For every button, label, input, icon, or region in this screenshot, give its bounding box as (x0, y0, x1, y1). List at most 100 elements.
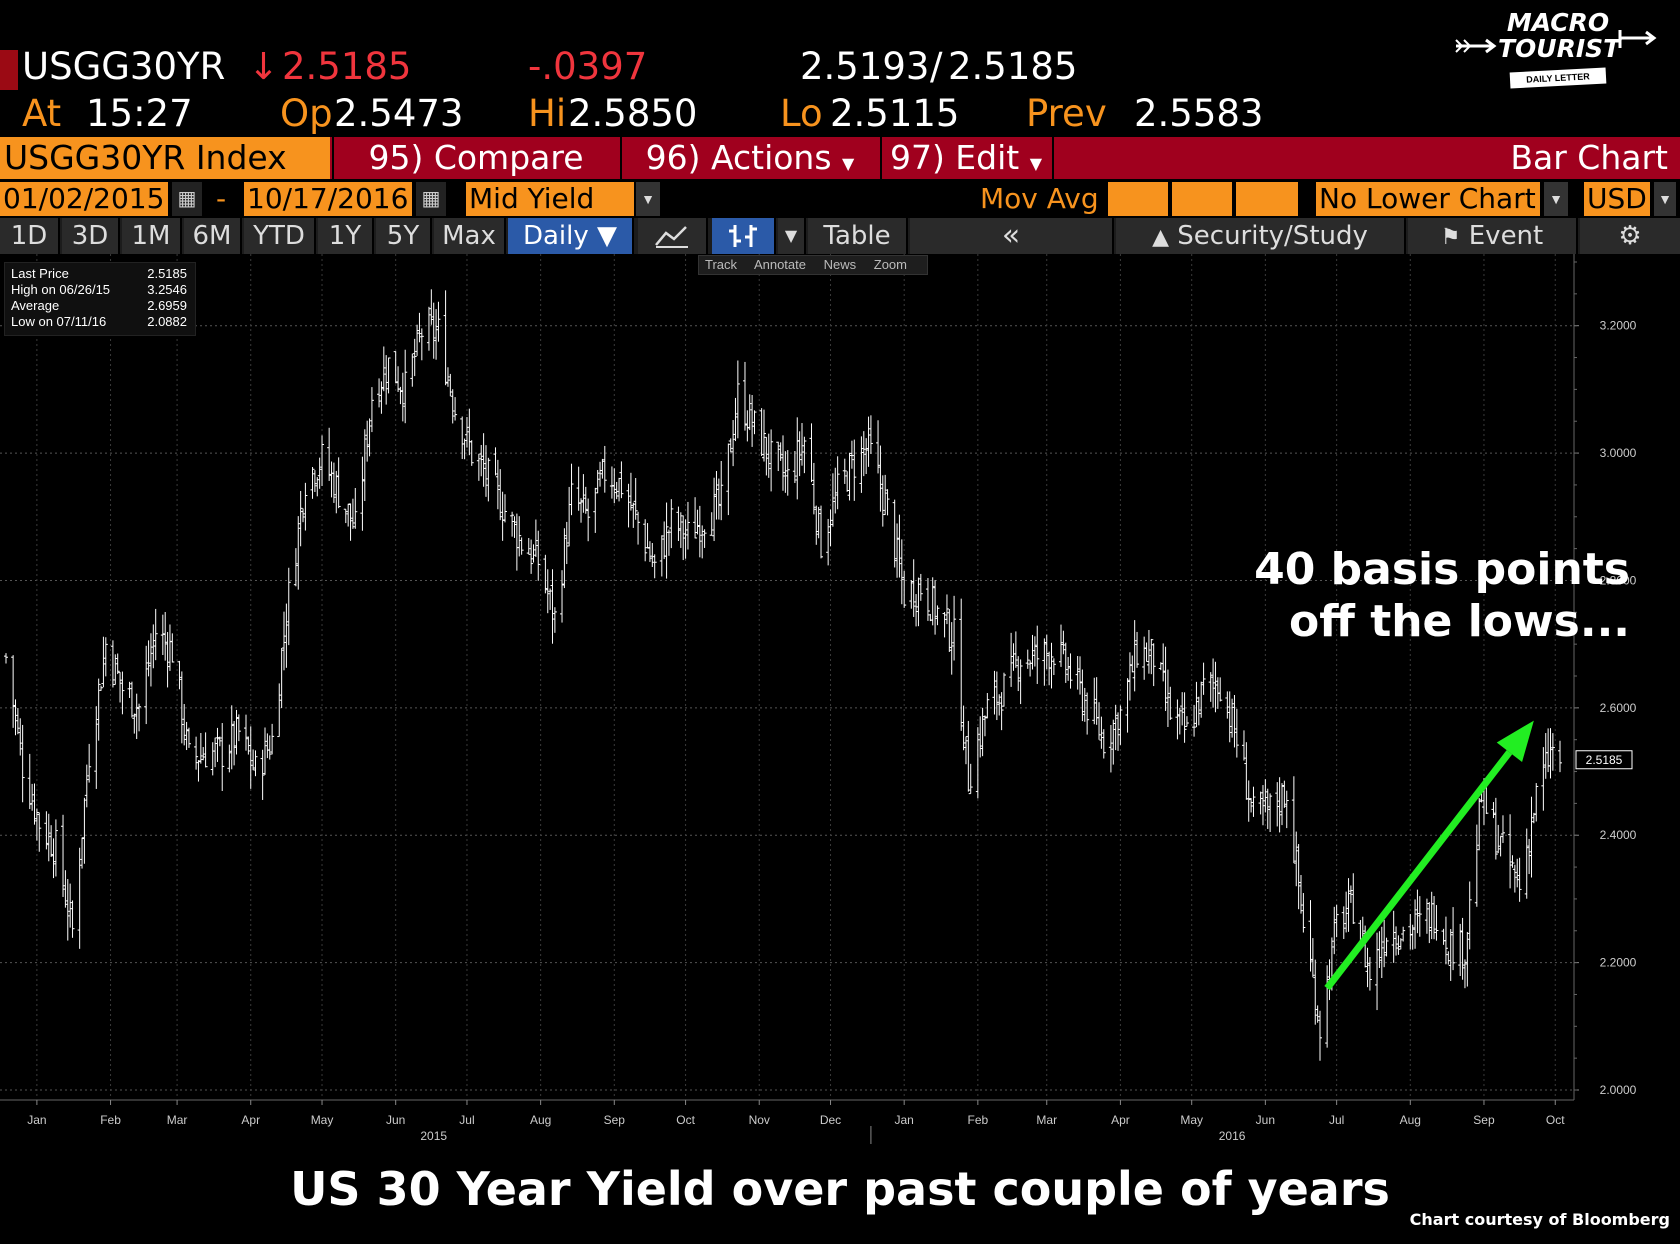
ohlc-bar (783, 451, 788, 493)
ohlc-bar (1367, 957, 1372, 991)
ohlc-bar (952, 595, 957, 661)
gear-icon[interactable]: ⚙ (1580, 218, 1680, 254)
security-study-button[interactable]: ▲ Security/Study (1116, 218, 1406, 254)
mov-avg-field-1[interactable] (1108, 182, 1168, 216)
edit-menu-button[interactable]: 97) Edit ▼ (880, 137, 1050, 179)
security-index-label[interactable]: USGG30YR Index (0, 137, 330, 179)
range-1y[interactable]: 1Y (318, 218, 374, 254)
actions-menu-button[interactable]: 96) Actions ▼ (620, 137, 878, 179)
calendar-icon[interactable]: ▦ (416, 182, 446, 216)
ohlc-bar (1310, 938, 1315, 978)
ohlc-bar (1142, 636, 1147, 680)
ohlc-bar (265, 733, 270, 759)
range-1d[interactable]: 1D (0, 218, 60, 254)
ohlc-bar (1291, 776, 1296, 864)
ohlc-bar (1498, 836, 1503, 857)
zoom-tool[interactable]: Zoom (873, 257, 907, 272)
legend-row: Average 2.6959 (11, 298, 189, 314)
range-6m[interactable]: 6M (184, 218, 242, 254)
range-5y[interactable]: 5Y (376, 218, 432, 254)
ohlc-bar (944, 594, 949, 625)
ohlc-bar (110, 640, 115, 688)
currency-select[interactable]: USD (1584, 182, 1650, 216)
ohlc-bar (1446, 951, 1451, 965)
collapse-icon[interactable]: « (910, 218, 1114, 254)
range-max[interactable]: Max (434, 218, 506, 254)
chart-type-label: Bar Chart (1052, 137, 1680, 179)
ohlc-bar (1101, 729, 1106, 759)
ohlc-bar (1025, 649, 1030, 669)
mov-avg-field-3[interactable] (1236, 182, 1298, 216)
range-ytd[interactable]: YTD (244, 218, 316, 254)
ohlc-bar (236, 714, 241, 742)
ohlc-bar (631, 502, 636, 528)
ohlc-bar (203, 732, 208, 768)
ohlc-bar (1066, 656, 1071, 681)
chart-tools: Track Annotate News Zoom (698, 255, 928, 275)
ohlc-bar (493, 447, 498, 476)
legend-value: 2.5185 (147, 266, 187, 281)
line-chart-icon[interactable] (638, 218, 708, 254)
mov-avg-label: Mov Avg (980, 182, 1099, 215)
ohlc-bar (1429, 891, 1434, 940)
ohlc-bar (310, 467, 315, 499)
range-3d[interactable]: 3D (62, 218, 120, 254)
ohlc-bar (1477, 797, 1482, 851)
ohlc-bar (643, 519, 648, 562)
ohlc-bar (1149, 638, 1154, 675)
chevron-down-icon[interactable]: ▼ (636, 182, 660, 216)
ohlc-bar (1529, 796, 1534, 878)
logo-arrows-icon (1455, 30, 1657, 54)
chevron-down-icon[interactable]: ▼ (1654, 182, 1676, 216)
ohlc-bar (685, 501, 690, 550)
ohlc-bar (253, 750, 258, 777)
ohlc-bar (766, 433, 771, 478)
ohlc-bar (1230, 698, 1235, 738)
low-value: 2.5115 (830, 92, 960, 135)
ohlc-bar (186, 727, 191, 748)
chevron-down-icon[interactable]: ▼ (1544, 182, 1568, 216)
ohlc-bar (4, 653, 8, 664)
field-select[interactable]: Mid Yield (466, 182, 634, 216)
ohlc-bar (567, 486, 572, 547)
compare-button[interactable]: 95) Compare (332, 137, 618, 179)
news-tool[interactable]: News (823, 257, 857, 272)
ohlc-bar (968, 763, 973, 795)
ohlc-bar (880, 475, 885, 527)
chevron-down-icon[interactable]: ▼ (778, 218, 806, 254)
ohlc-bar (445, 367, 450, 387)
event-button[interactable]: ⚑ Event (1408, 218, 1578, 254)
ohlc-bar (847, 452, 852, 501)
calendar-icon[interactable]: ▦ (172, 182, 202, 216)
ohlc-bar (681, 515, 686, 561)
ohlc-bar (32, 783, 37, 825)
start-date-field[interactable]: 01/02/2015 (0, 182, 168, 216)
y-tick-label: 2.4000 (1600, 828, 1637, 842)
ohlc-bar (975, 727, 980, 799)
period-select[interactable]: Daily ▼ (508, 218, 634, 254)
bar-chart-icon[interactable] (712, 218, 776, 254)
track-tool[interactable]: Track (705, 257, 738, 272)
ohlc-bar (595, 469, 600, 494)
open-value: 2.5473 (334, 92, 464, 135)
annotate-tool[interactable]: Annotate (753, 257, 806, 272)
ohlc-bar (693, 497, 698, 539)
ohlc-bar (1375, 932, 1380, 1011)
ohlc-bar (198, 732, 203, 764)
ohlc-bar (13, 699, 18, 736)
table-button[interactable]: Table (808, 218, 908, 254)
ohlc-bar (393, 351, 398, 384)
mov-avg-field-2[interactable] (1172, 182, 1232, 216)
ohlc-bar (15, 708, 20, 735)
ohlc-bar (1194, 681, 1199, 728)
ohlc-bar (902, 570, 907, 608)
end-date-field[interactable]: 10/17/2016 (244, 182, 412, 216)
ohlc-bar (916, 577, 921, 627)
ohlc-bar (609, 466, 614, 499)
ohlc-bar (215, 727, 220, 762)
lower-chart-select[interactable]: No Lower Chart (1316, 182, 1540, 216)
ohlc-bar (1263, 779, 1268, 813)
range-1m[interactable]: 1M (122, 218, 182, 254)
ohlc-bar (899, 539, 904, 605)
ohlc-bar (495, 459, 500, 510)
